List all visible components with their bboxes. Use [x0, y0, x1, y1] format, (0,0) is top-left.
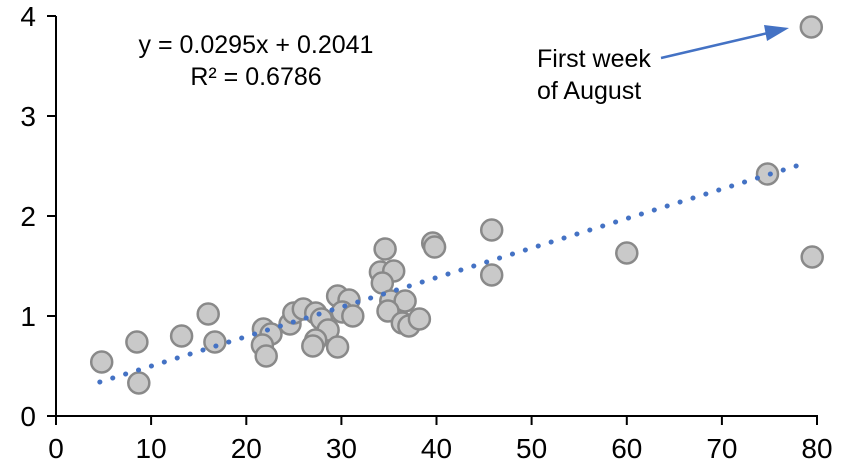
y-tick-label: 4 — [20, 1, 36, 32]
data-point — [125, 330, 149, 354]
data-point — [422, 235, 447, 259]
data-point — [407, 307, 432, 331]
trendline-equation-text: y = 0.0295x + 0.2041 — [139, 31, 374, 59]
data-point — [325, 335, 350, 359]
data-point — [800, 245, 824, 269]
y-tick-label: 3 — [20, 101, 36, 132]
data-point — [799, 15, 824, 39]
x-tick-label: 40 — [421, 433, 452, 464]
equation-label: y = 0.0295x + 0.2041 R² = 0.6786 — [139, 31, 374, 91]
x-tick-label: 80 — [801, 433, 832, 464]
data-point — [479, 218, 504, 242]
x-tick-label: 10 — [136, 433, 167, 464]
x-tick-label: 30 — [326, 433, 357, 464]
trendline — [97, 160, 809, 385]
annotation-text-line1: First week — [537, 45, 651, 73]
data-point — [169, 324, 194, 348]
annotation: First week of August — [537, 25, 789, 105]
y-tick-label: 2 — [20, 201, 36, 232]
x-axis: 0 10 20 30 40 50 60 70 80 — [48, 415, 833, 464]
data-point — [755, 162, 780, 186]
data-point — [341, 304, 365, 328]
trendline-dotted-line — [97, 160, 809, 385]
x-tick-label: 50 — [516, 433, 547, 464]
x-tick-label: 20 — [231, 433, 262, 464]
x-tick-label: 60 — [611, 433, 642, 464]
y-axis: 0 1 2 3 4 — [20, 1, 57, 432]
r-squared-text: R² = 0.6786 — [190, 63, 321, 91]
data-point — [203, 330, 227, 354]
arrow-shaft — [660, 31, 769, 60]
annotation-arrow-icon — [660, 25, 789, 60]
data-point — [373, 237, 397, 261]
arrow-head — [764, 25, 789, 41]
y-tick-label: 0 — [20, 401, 36, 432]
data-point — [196, 302, 220, 326]
data-point — [479, 263, 504, 287]
data-point — [254, 344, 278, 368]
data-point — [615, 241, 639, 265]
y-tick-label: 1 — [20, 301, 36, 332]
annotation-text-line2: of August — [537, 77, 641, 105]
data-points — [89, 15, 824, 395]
data-point — [301, 334, 325, 358]
data-point — [127, 371, 151, 395]
data-point — [89, 350, 114, 374]
x-tick-label: 0 — [48, 433, 64, 464]
x-tick-label: 70 — [706, 433, 737, 464]
data-point — [393, 289, 417, 313]
